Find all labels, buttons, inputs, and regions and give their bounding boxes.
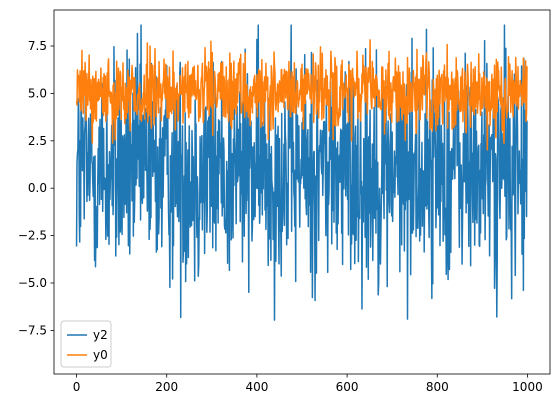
x-tick-label: 600 bbox=[336, 380, 359, 394]
legend-label-y2: y2 bbox=[93, 328, 108, 342]
plot-series bbox=[75, 24, 528, 321]
series-line-y0 bbox=[75, 39, 528, 151]
x-tick-label: 0 bbox=[73, 380, 81, 394]
y-tick-label: −2.5 bbox=[18, 229, 47, 243]
y-tick-label: 0.0 bbox=[28, 181, 47, 195]
legend-label-y0: y0 bbox=[93, 348, 108, 362]
x-tick-label: 200 bbox=[155, 380, 178, 394]
y-tick-label: 7.5 bbox=[28, 39, 47, 53]
y-tick-label: 2.5 bbox=[28, 134, 47, 148]
y-axis-ticks: −7.5 −5.0 −2.5 0.0 2.5 5.0 7.5 bbox=[18, 39, 54, 337]
y-tick-label: −5.0 bbox=[18, 276, 47, 290]
y-tick-label: 5.0 bbox=[28, 86, 47, 100]
x-tick-label: 1000 bbox=[512, 380, 543, 394]
x-tick-label: 800 bbox=[426, 380, 449, 394]
x-axis-ticks: 0 200 400 600 800 1000 bbox=[73, 374, 543, 394]
x-tick-label: 400 bbox=[245, 380, 268, 394]
y-tick-label: −7.5 bbox=[18, 323, 47, 337]
axes-frame bbox=[53, 9, 551, 375]
